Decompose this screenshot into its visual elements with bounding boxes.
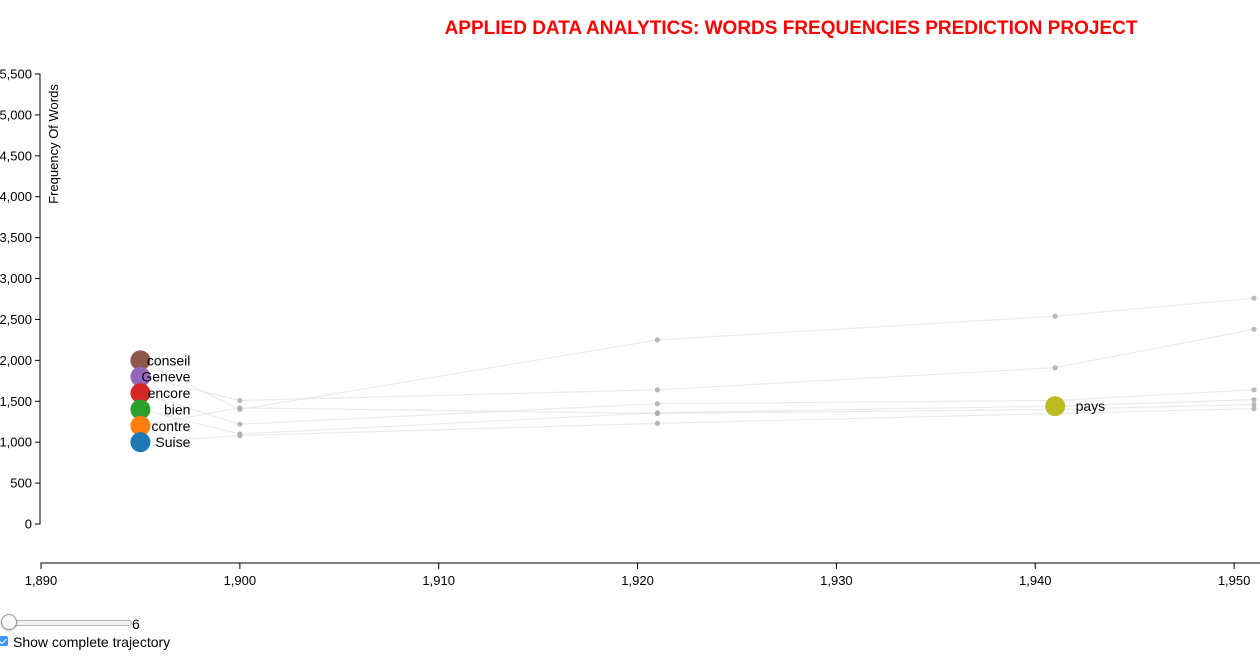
chart-title: APPLIED DATA ANALYTICS: WORDS FREQUENCIE… <box>445 18 1138 39</box>
data-point <box>130 432 151 453</box>
data-point <box>130 350 151 371</box>
trajectory-checkbox[interactable] <box>0 636 8 646</box>
trajectory-point <box>654 401 661 407</box>
year-slider[interactable]: 6 <box>0 612 160 632</box>
data-point <box>130 415 151 436</box>
trajectory-point <box>654 420 661 426</box>
x-axis: 1,890 1,900 1,910 1,920 1,930 1,940 1,950 <box>25 562 1260 588</box>
data-point <box>130 383 151 404</box>
y-tick-label: 1,000 <box>0 435 32 450</box>
trajectory-point <box>237 397 243 404</box>
trajectory-point <box>1052 365 1058 371</box>
trajectory-line <box>140 297 1255 411</box>
trajectory-point <box>1251 406 1257 412</box>
x-tick-label: 1,910 <box>422 573 455 588</box>
x-tick-label: 1,950 <box>1218 573 1251 588</box>
y-tick-label: 5,500 <box>0 67 32 82</box>
trajectory-label: Show complete trajectory <box>13 634 171 650</box>
trajectory-point <box>654 387 661 393</box>
y-tick-label: 3,500 <box>0 230 32 245</box>
y-tick-label: 2,000 <box>0 353 32 368</box>
trajectory-toggle[interactable]: Show complete trajectory <box>0 633 260 651</box>
x-tick-label: 1,920 <box>621 573 654 588</box>
slider-track[interactable] <box>2 620 132 626</box>
data-label: bien <box>164 401 190 417</box>
trajectory-point <box>654 410 661 417</box>
trajectory-point <box>1052 313 1058 319</box>
trajectory-point <box>237 433 243 439</box>
trajectory-point <box>654 337 661 343</box>
trajectory-point <box>237 405 243 411</box>
y-tick-label: 5,000 <box>0 107 32 122</box>
trajectory-point <box>1251 326 1257 332</box>
chart: APPLIED DATA ANALYTICS: WORDS FREQUENCIE… <box>0 18 1260 588</box>
y-axis-line <box>35 73 41 525</box>
trajectory-point <box>1251 401 1257 408</box>
y-tick-label: 4,000 <box>0 189 32 204</box>
y-tick-label: 4,500 <box>0 148 32 163</box>
data-label: Geneve <box>141 369 190 385</box>
data-label: encore <box>148 385 191 401</box>
y-tick-label: 0 <box>25 517 32 532</box>
trajectory-point <box>1251 387 1257 393</box>
data-label: Suise <box>155 434 190 450</box>
x-tick-label: 1,900 <box>224 573 257 588</box>
y-axis-label: Frequency Of Words <box>46 84 61 204</box>
x-tick-label: 1,940 <box>1019 573 1052 588</box>
y-tick-label: 3,000 <box>0 271 32 286</box>
x-tick-label: 1,890 <box>25 573 58 588</box>
data-label: pays <box>1076 398 1106 414</box>
data-label: contre <box>152 418 191 434</box>
controls: 6 Show complete trajectory <box>0 612 300 660</box>
data-point <box>1045 396 1066 417</box>
slider-value: 6 <box>132 616 140 632</box>
y-tick-label: 1,500 <box>0 394 32 409</box>
trajectories <box>140 295 1257 443</box>
x-axis-line <box>40 562 1260 569</box>
y-tick-label: 2,500 <box>0 312 32 327</box>
x-tick-label: 1,930 <box>820 573 853 588</box>
trajectory-point <box>1251 397 1257 403</box>
y-tick-label: 500 <box>10 476 32 491</box>
trajectory-line <box>140 328 1255 402</box>
data-point <box>130 366 151 387</box>
data-point <box>130 399 151 420</box>
slider-handle[interactable] <box>1 614 17 630</box>
data-label: conseil <box>147 352 191 368</box>
trajectory-point <box>1251 295 1257 301</box>
y-axis: 0 500 1,000 1,500 2,000 2,500 3,000 3,500 4,000 4… <box>0 67 41 532</box>
trajectory-point <box>237 421 243 427</box>
